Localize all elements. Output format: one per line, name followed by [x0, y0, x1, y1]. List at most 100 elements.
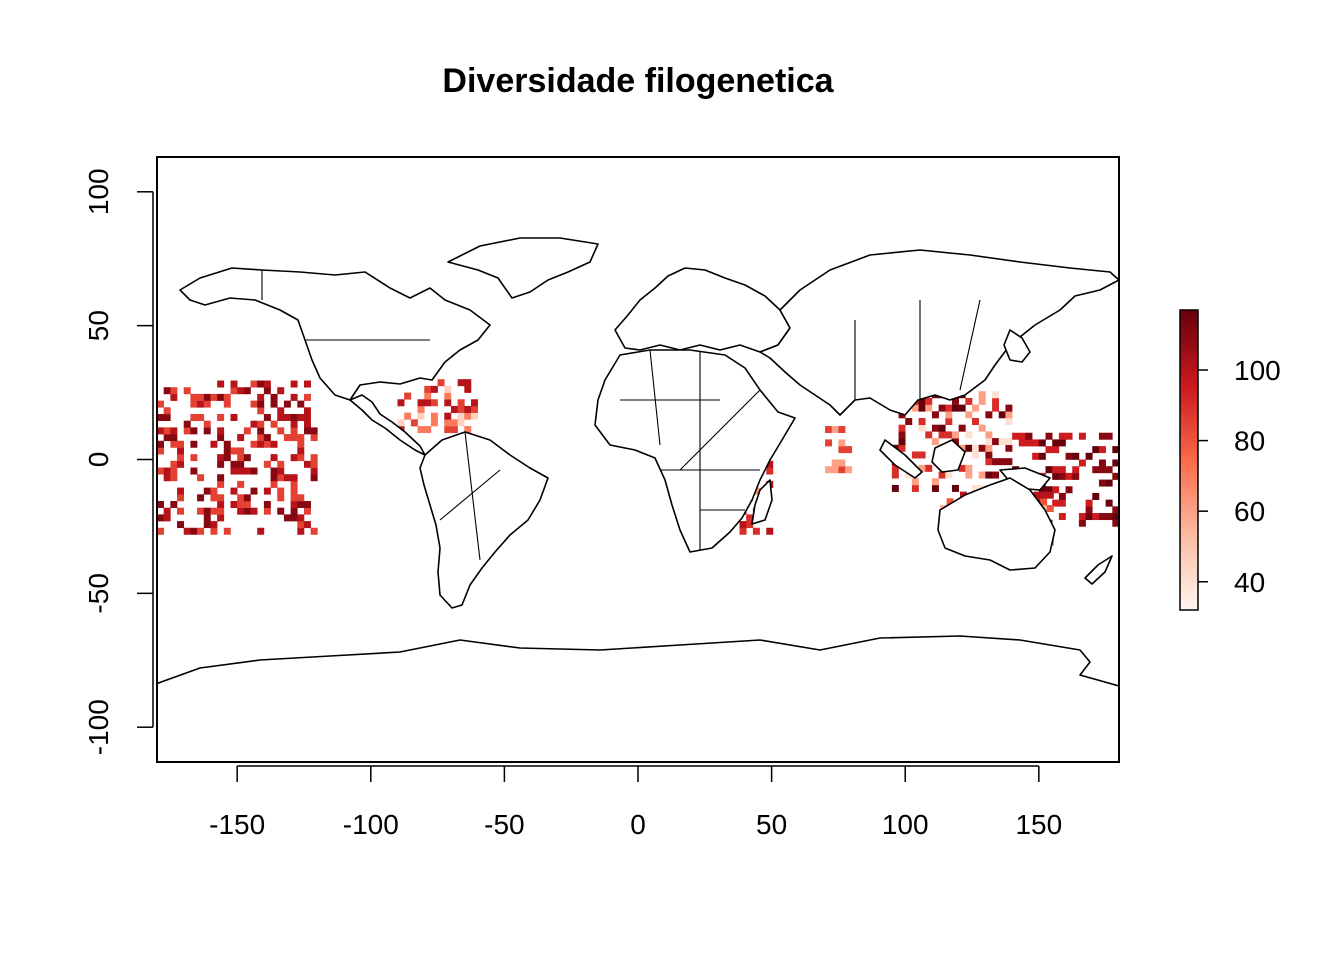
diversity-cell: [197, 494, 205, 502]
diversity-cell: [257, 400, 265, 408]
diversity-cell: [270, 420, 278, 428]
diversity-cell: [911, 484, 919, 492]
diversity-cell: [1005, 438, 1013, 446]
diversity-cell: [404, 392, 412, 400]
diversity-cell: [163, 434, 171, 442]
diversity-cell: [190, 467, 198, 475]
diversity-cell: [250, 380, 258, 388]
diversity-cell: [1038, 486, 1046, 494]
diversity-cell: [951, 397, 959, 405]
diversity-cell: [263, 460, 271, 468]
diversity-cell: [270, 400, 278, 408]
diversity-cell: [310, 434, 318, 442]
diversity-cell: [283, 413, 291, 421]
diversity-cell: [197, 474, 205, 482]
diversity-cell: [444, 419, 452, 427]
diversity-cell: [257, 440, 265, 448]
diversity-cell: [230, 487, 238, 495]
diversity-cell: [1038, 439, 1046, 447]
diversity-cell: [845, 446, 853, 454]
diversity-cell: [1025, 439, 1033, 447]
diversity-cell: [938, 424, 946, 432]
diversity-cell: [177, 521, 185, 529]
country-outlines: [157, 237, 1119, 762]
diversity-cell: [739, 527, 747, 535]
diversity-cell: [243, 454, 251, 462]
diversity-cell: [290, 420, 298, 428]
diversity-cell: [190, 413, 198, 421]
legend-color-bar: [1179, 309, 1199, 611]
diversity-cell: [290, 427, 298, 435]
diversity-cell: [1105, 432, 1113, 440]
diversity-cell: [210, 393, 218, 401]
diversity-cell: [965, 397, 973, 405]
diversity-cell: [263, 500, 271, 508]
diversity-cell: [825, 466, 833, 474]
diversity-cell: [243, 387, 251, 395]
diversity-cell: [1105, 479, 1113, 487]
diversity-cell: [417, 399, 425, 407]
diversity-cell: [217, 434, 225, 442]
diversity-cell: [290, 507, 298, 515]
diversity-cell: [263, 440, 271, 448]
diversity-cell: [203, 393, 211, 401]
diversity-cell: [223, 393, 231, 401]
diversity-cell: [985, 471, 993, 479]
legend-tick-label: 40: [1234, 567, 1265, 598]
diversity-cell: [898, 438, 906, 446]
diversity-cell: [163, 474, 171, 482]
diversity-cell: [464, 405, 472, 413]
diversity-cell: [437, 379, 445, 387]
diversity-cell: [1065, 486, 1073, 494]
diversity-cell: [177, 494, 185, 502]
y-axis: -100 -50 0 50 100: [83, 168, 154, 755]
madagascar-outline: [751, 479, 773, 525]
plot-frame: [156, 156, 1120, 763]
diversity-cell: [1018, 439, 1026, 447]
diversity-cell: [177, 460, 185, 468]
asia-outline: [759, 249, 1119, 416]
diversity-cell: [898, 424, 906, 432]
diversity-cell: [450, 426, 458, 434]
north-america-outline: [179, 267, 491, 401]
diversity-cell: [951, 404, 959, 412]
greenland-outline: [447, 237, 599, 299]
diversity-cell: [237, 467, 245, 475]
diversity-cell: [157, 514, 164, 522]
japan-outline: [1003, 329, 1031, 363]
diversity-cell: [831, 459, 839, 467]
diversity-cell: [270, 467, 278, 475]
diversity-cell: [951, 431, 959, 439]
diversity-cell: [965, 444, 973, 452]
diversity-cell: [1098, 513, 1106, 521]
diversity-cell: [1052, 446, 1060, 454]
diversity-cell: [945, 404, 953, 412]
diversity-cell: [1098, 432, 1106, 440]
diversity-cell: [1052, 486, 1060, 494]
diversity-cell: [1052, 466, 1060, 474]
diversity-cell: [203, 487, 211, 495]
diversity-cell: [457, 412, 465, 420]
diversity-cell: [1092, 446, 1100, 454]
diversity-cell: [163, 387, 171, 395]
diversity-cell: [230, 467, 238, 475]
diversity-cell: [270, 474, 278, 482]
diversity-cell: [303, 521, 311, 529]
diversity-cell: [303, 507, 311, 515]
x-tick-label: 0: [630, 809, 646, 840]
legend-tick-label: 60: [1234, 496, 1265, 527]
diversity-cell: [998, 458, 1006, 466]
diversity-cell: [404, 412, 412, 420]
diversity-cell: [250, 420, 258, 428]
diversity-cell: [1058, 513, 1066, 521]
diversity-cell: [1018, 432, 1026, 440]
diversity-cell: [163, 413, 171, 421]
diversity-cell: [297, 434, 305, 442]
diversity-cell: [157, 500, 164, 508]
diversity-cell: [217, 393, 225, 401]
diversity-cell: [297, 440, 305, 448]
diversity-cell: [203, 514, 211, 522]
y-tick-label: -50: [83, 573, 114, 613]
diversity-cell: [217, 454, 225, 462]
diversity-cell: [170, 467, 178, 475]
